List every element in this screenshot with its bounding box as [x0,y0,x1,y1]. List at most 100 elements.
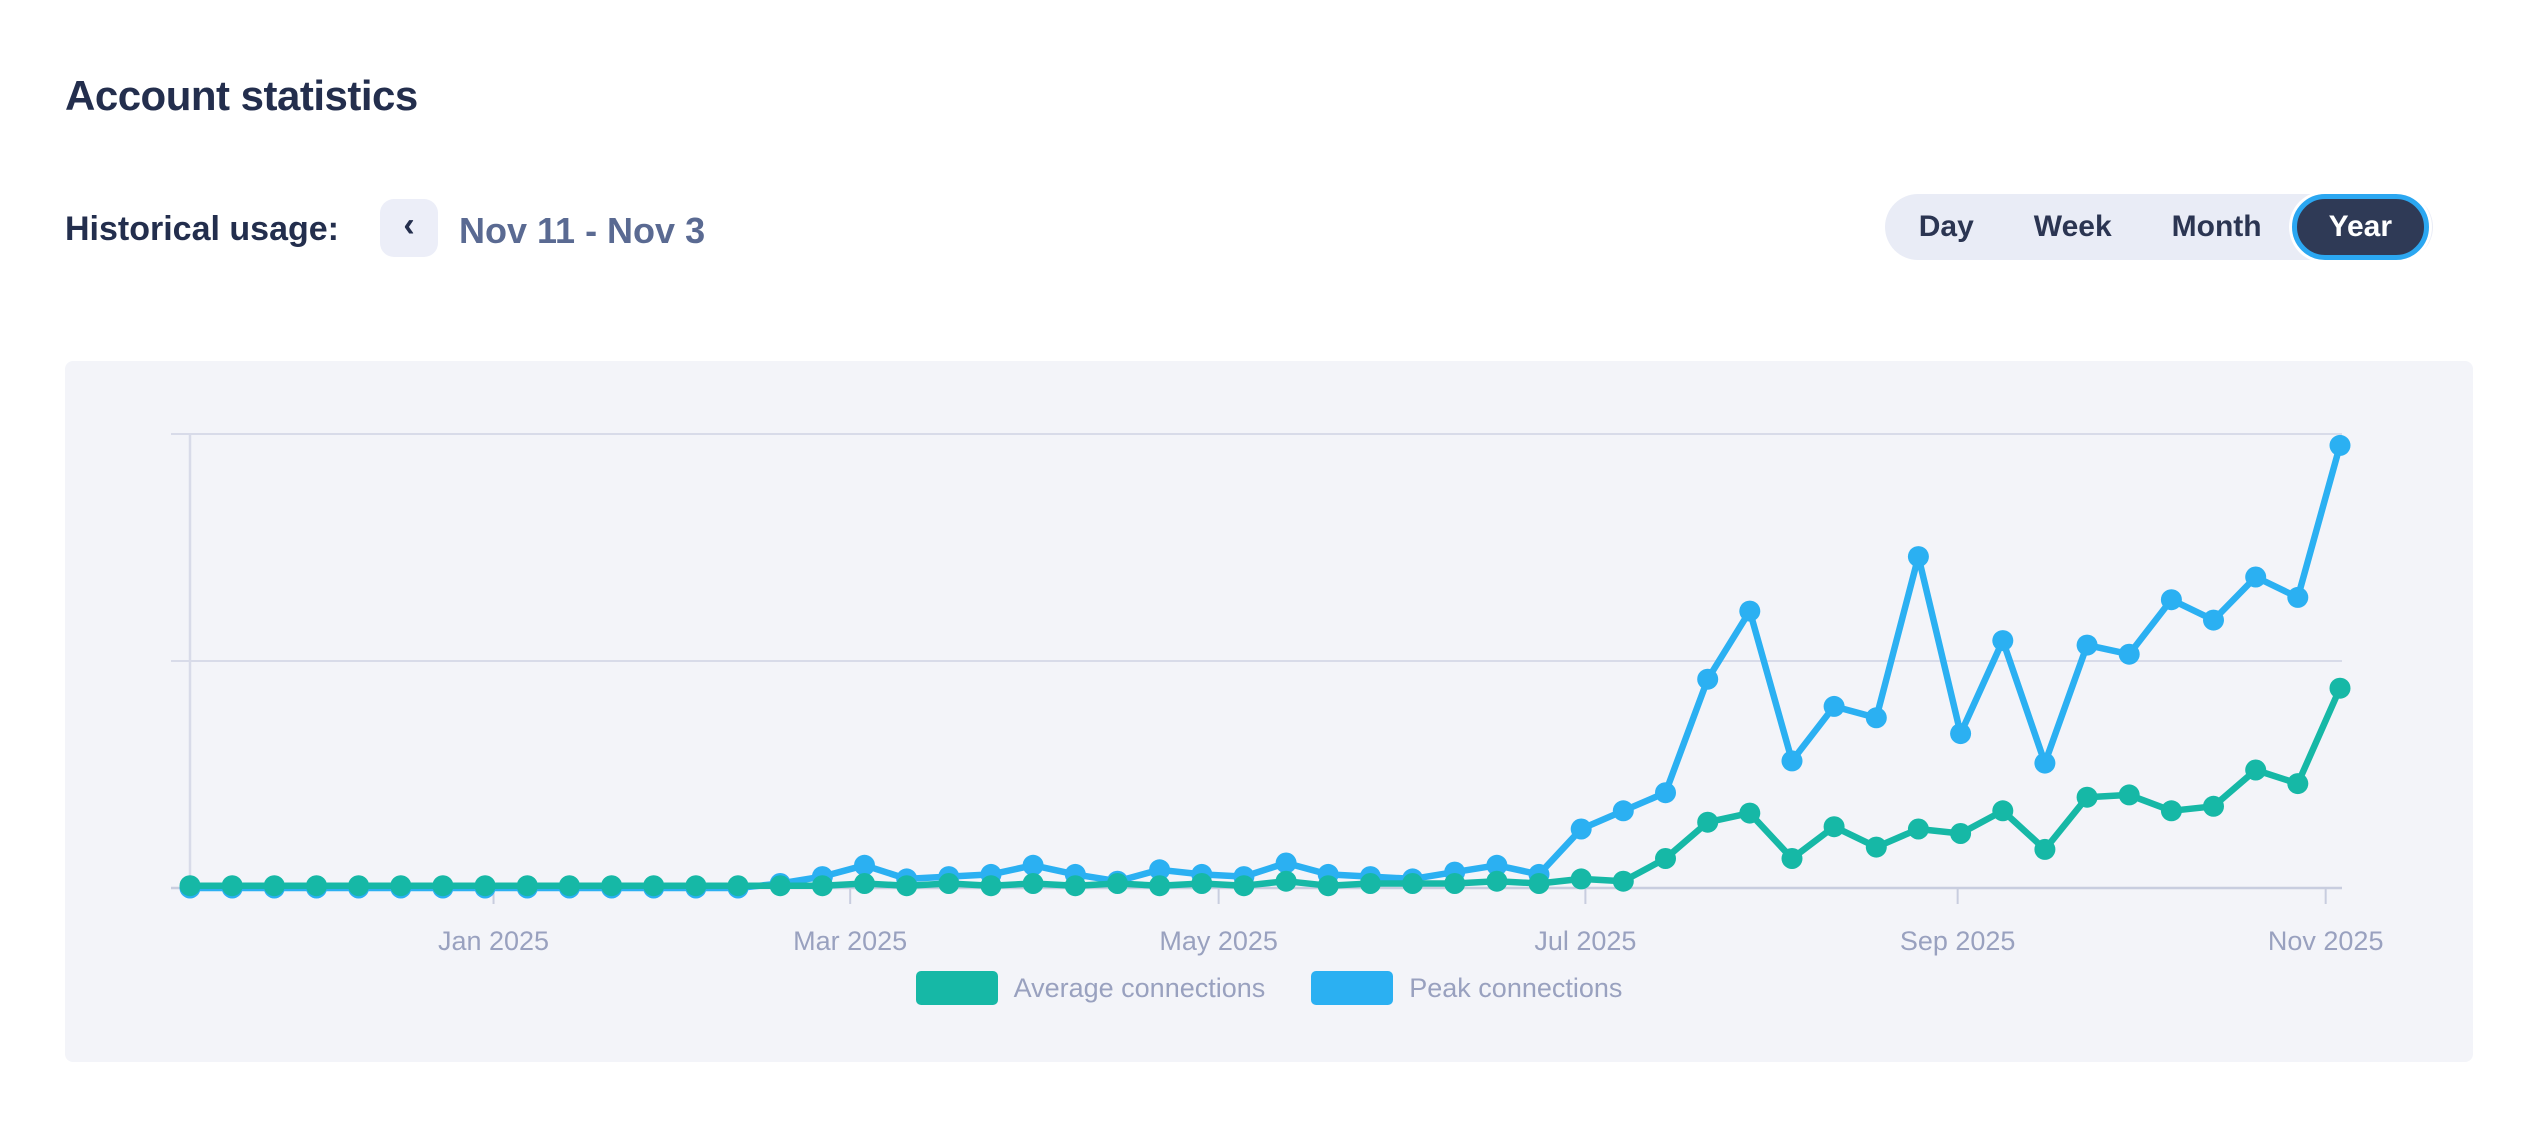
data-point-average-connections [1992,800,2014,822]
data-point-peak-connections [1486,854,1508,876]
data-point-average-connections [1275,870,1297,892]
data-point-average-connections [1781,848,1803,869]
data-point-peak-connections [1697,668,1719,690]
data-point-average-connections [2203,795,2224,817]
data-point-average-connections [685,875,707,897]
data-point-peak-connections [2160,589,2182,611]
historical-usage-label: Historical usage: [65,210,339,248]
data-point-peak-connections [1570,818,1592,840]
period-option-day[interactable]: Day [1889,194,2004,260]
data-point-average-connections [2160,800,2182,822]
usage-chart-card: Jan 2025 Mar 2025 May 2025 Jul 2025 Sep 2025… [65,361,2473,1062]
data-point-peak-connections [1739,600,1761,622]
data-point-average-connections [601,875,623,897]
data-point-average-connections [854,873,875,894]
period-option-month[interactable]: Month [2142,194,2292,260]
legend-label: Peak connections [1409,972,1623,1003]
page-title: Account statistics [65,72,418,119]
data-point-average-connections [896,875,918,897]
data-point-peak-connections [854,854,875,876]
data-point-average-connections [1064,875,1086,897]
legend-item-average-connections: Average connections [915,971,1266,1005]
data-point-average-connections [1570,868,1592,890]
data-point-average-connections [179,875,201,897]
data-point-average-connections [1865,836,1887,858]
data-point-average-connections [1317,875,1339,897]
data-point-peak-connections [1612,800,1634,822]
data-point-peak-connections [2287,586,2309,608]
data-point-peak-connections [1907,546,1929,568]
data-point-peak-connections [2329,434,2351,456]
legend-label: Average connections [1013,972,1266,1003]
data-point-average-connections [390,875,412,897]
data-point-average-connections [1402,873,1424,894]
data-point-average-connections [769,875,791,897]
series-line-average-connections [186,684,2344,889]
data-point-average-connections [1107,873,1128,894]
data-point-average-connections [643,875,665,897]
data-point-peak-connections [1022,854,1044,876]
x-axis-labels-group: Jan 2025 Mar 2025 May 2025 Jul 2025 Sep 2025… [438,888,2383,956]
data-point-average-connections [1823,816,1845,838]
data-point-average-connections [1444,873,1466,894]
data-point-peak-connections [2118,643,2140,665]
data-point-average-connections [1022,873,1044,894]
data-point-average-connections [263,875,285,897]
date-range-text: Nov 11 - Nov 3 [459,210,706,251]
data-point-average-connections [1907,818,1929,840]
data-point-average-connections [1528,873,1550,894]
data-point-peak-connections [1781,750,1803,772]
data-point-peak-connections [2245,566,2267,588]
data-point-peak-connections [1865,707,1887,729]
data-point-peak-connections [1149,859,1171,881]
data-point-average-connections [348,875,370,897]
data-point-average-connections [2118,784,2140,806]
series-average-connections [179,677,2351,897]
data-point-average-connections [221,875,243,897]
usage-line-chart[interactable]: Jan 2025 Mar 2025 May 2025 Jul 2025 Sep 2025… [65,361,2473,1062]
data-point-average-connections [1655,848,1676,869]
previous-period-button[interactable]: ‹ [380,199,438,257]
data-point-average-connections [474,875,496,897]
period-option-week[interactable]: Week [2004,194,2142,260]
period-toggle-group: Day Week Month Year [1884,194,2433,260]
data-point-average-connections [1486,870,1508,892]
data-point-average-connections [1359,873,1381,894]
data-point-peak-connections [2034,752,2056,774]
data-point-average-connections [1950,823,1972,844]
x-tick-label: May 2025 [1159,926,1278,956]
x-tick-label: Jan 2025 [438,926,549,956]
data-point-peak-connections [1655,782,1676,804]
data-point-average-connections [432,875,454,897]
data-point-average-connections [2076,786,2098,808]
period-option-year[interactable]: Year [2291,194,2429,260]
data-point-average-connections [2245,759,2267,781]
data-point-average-connections [1191,873,1213,894]
x-tick-label: Nov 2025 [2268,926,2384,956]
data-point-peak-connections [2203,609,2224,631]
data-point-average-connections [306,875,327,897]
data-point-average-connections [2287,773,2309,795]
legend-swatch [1311,971,1394,1005]
data-point-average-connections [980,875,1002,897]
data-point-average-connections [1233,875,1255,897]
data-point-peak-connections [1992,630,2014,652]
legend-swatch [915,971,998,1005]
chart-legend: Average connections Peak connections [65,971,2473,1005]
data-point-average-connections [727,875,749,897]
data-point-average-connections [516,875,538,897]
data-point-average-connections [558,875,580,897]
data-point-average-connections [1149,875,1171,897]
data-point-peak-connections [1823,695,1845,717]
chevron-left-icon: ‹ [403,206,415,244]
x-tick-label: Jul 2025 [1534,926,1636,956]
data-point-average-connections [811,875,833,897]
data-point-average-connections [2034,838,2056,860]
x-tick-label: Sep 2025 [1900,926,2016,956]
data-point-average-connections [1697,811,1719,833]
x-tick-label: Mar 2025 [793,926,907,956]
data-point-peak-connections [2076,634,2098,656]
data-point-average-connections [1612,870,1634,892]
data-point-average-connections [2329,677,2351,699]
data-point-peak-connections [1275,852,1297,874]
